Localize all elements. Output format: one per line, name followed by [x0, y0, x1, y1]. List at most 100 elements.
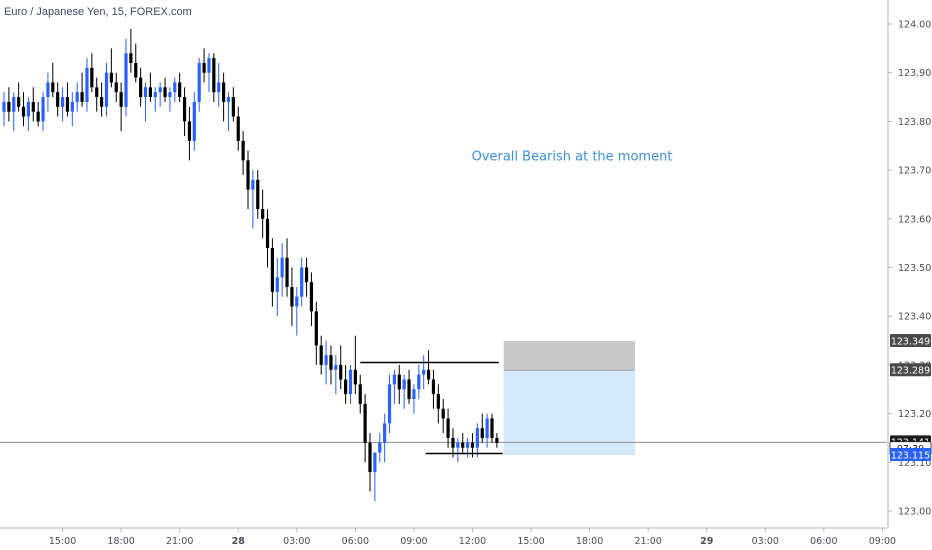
candle[interactable] — [387, 374, 392, 434]
candle[interactable] — [446, 408, 450, 448]
take-profit-zone[interactable] — [503, 370, 635, 455]
candle[interactable] — [407, 369, 411, 404]
candle[interactable] — [129, 28, 133, 73]
candle[interactable] — [451, 428, 455, 458]
candle[interactable] — [12, 92, 16, 132]
candle[interactable] — [348, 364, 353, 404]
candle[interactable] — [168, 87, 172, 112]
candle[interactable] — [314, 301, 318, 365]
candle[interactable] — [280, 243, 284, 297]
candle[interactable] — [153, 87, 157, 112]
candle[interactable] — [173, 77, 177, 102]
candle[interactable] — [119, 82, 123, 132]
candle[interactable] — [368, 433, 372, 492]
candle[interactable] — [148, 72, 152, 102]
candle[interactable] — [285, 238, 289, 297]
candle[interactable] — [309, 272, 314, 326]
candle[interactable] — [246, 150, 250, 210]
candle[interactable] — [319, 335, 323, 375]
candle[interactable] — [358, 374, 362, 414]
candle[interactable] — [363, 394, 367, 463]
candle[interactable] — [104, 62, 109, 117]
candle[interactable] — [431, 369, 436, 409]
candle[interactable] — [80, 72, 84, 107]
candle[interactable] — [56, 82, 60, 117]
candle[interactable] — [217, 62, 221, 107]
candle[interactable] — [475, 423, 479, 458]
candle[interactable] — [490, 413, 494, 443]
candle[interactable] — [95, 77, 99, 112]
candle[interactable] — [222, 72, 226, 122]
candle[interactable] — [329, 345, 333, 385]
candle[interactable] — [134, 43, 138, 83]
candle[interactable] — [51, 62, 55, 98]
candle[interactable] — [373, 452, 377, 502]
candle[interactable] — [334, 355, 338, 395]
candle[interactable] — [417, 364, 421, 399]
candle[interactable] — [143, 82, 148, 122]
candle[interactable] — [265, 209, 270, 268]
candle[interactable] — [124, 38, 128, 117]
candle[interactable] — [21, 92, 26, 127]
candle[interactable] — [75, 82, 79, 112]
candle[interactable] — [158, 82, 162, 107]
candle[interactable] — [26, 97, 30, 132]
candle[interactable] — [300, 257, 304, 307]
candle[interactable] — [85, 58, 89, 112]
candle[interactable] — [139, 67, 143, 107]
candle[interactable] — [36, 101, 40, 127]
stop-loss-zone[interactable] — [503, 341, 635, 371]
candle[interactable] — [290, 267, 294, 326]
candle[interactable] — [392, 369, 396, 404]
candle[interactable] — [231, 87, 235, 122]
candle[interactable] — [275, 257, 279, 317]
candle[interactable] — [456, 437, 460, 463]
candle[interactable] — [226, 92, 231, 132]
candle[interactable] — [109, 48, 113, 88]
candle[interactable] — [114, 72, 118, 102]
candle[interactable] — [485, 413, 489, 448]
candle[interactable] — [261, 189, 265, 239]
candle[interactable] — [65, 82, 70, 117]
candle[interactable] — [324, 340, 328, 385]
candle[interactable] — [2, 92, 6, 127]
candle[interactable] — [46, 72, 50, 112]
candle[interactable] — [295, 286, 299, 336]
candle[interactable] — [461, 433, 465, 453]
candle[interactable] — [60, 87, 65, 122]
candle[interactable] — [383, 413, 387, 463]
candle[interactable] — [353, 335, 357, 395]
candle[interactable] — [378, 433, 382, 463]
candle[interactable] — [31, 87, 35, 122]
candle[interactable] — [70, 92, 74, 127]
candle[interactable] — [212, 53, 216, 102]
candle[interactable] — [207, 53, 211, 93]
candle[interactable] — [202, 48, 206, 83]
candle[interactable] — [436, 384, 440, 424]
candle[interactable] — [426, 350, 431, 385]
candle[interactable] — [256, 170, 260, 219]
candle[interactable] — [90, 53, 94, 93]
candle[interactable] — [422, 355, 426, 390]
candle[interactable] — [466, 437, 470, 458]
candle[interactable] — [182, 87, 187, 137]
candle[interactable] — [402, 374, 406, 409]
candle[interactable] — [163, 77, 167, 102]
candle[interactable] — [270, 238, 274, 307]
candle[interactable] — [192, 92, 196, 151]
candle[interactable] — [178, 72, 182, 102]
candle[interactable] — [441, 398, 445, 434]
candle[interactable] — [100, 82, 104, 117]
candle[interactable] — [344, 364, 348, 404]
candle[interactable] — [251, 170, 255, 229]
candle[interactable] — [241, 131, 245, 175]
candle[interactable] — [480, 413, 484, 443]
candle[interactable] — [236, 106, 240, 151]
candle[interactable] — [304, 257, 309, 297]
candle[interactable] — [197, 58, 201, 112]
candle[interactable] — [397, 364, 401, 404]
candle[interactable] — [412, 384, 416, 414]
candle[interactable] — [41, 92, 45, 132]
candle[interactable] — [495, 433, 499, 448]
